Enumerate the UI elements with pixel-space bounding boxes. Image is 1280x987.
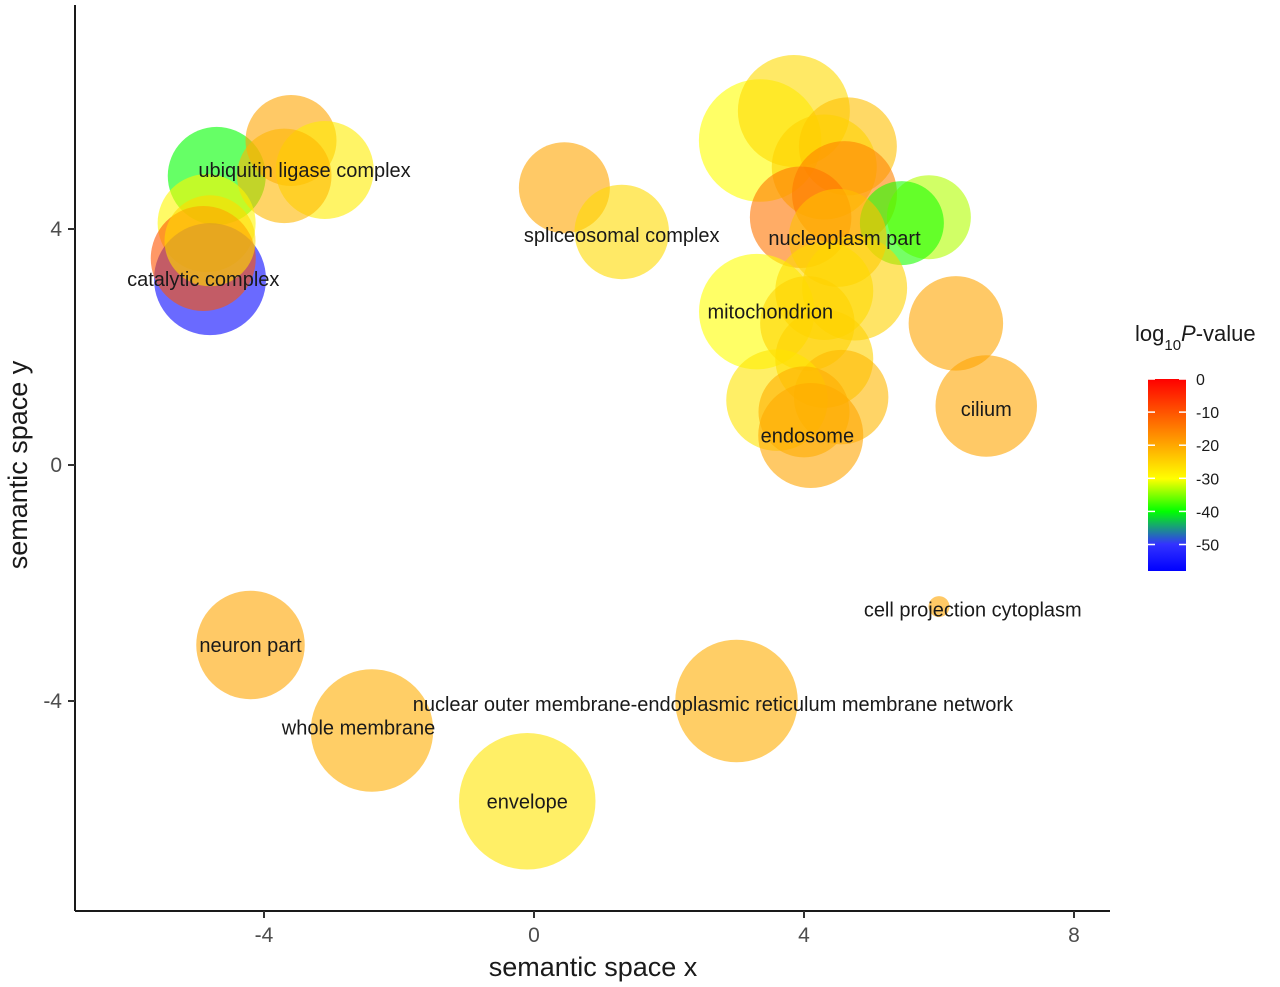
bubble xyxy=(164,195,256,287)
legend-tick-label: -40 xyxy=(1196,504,1219,521)
legend-tick-label: -50 xyxy=(1196,538,1219,555)
bubble xyxy=(237,128,332,224)
bubble xyxy=(574,184,669,280)
x-tick-label: -4 xyxy=(255,924,274,947)
bubble-label: nucleoplasm part xyxy=(768,228,921,250)
bubble-label: whole membrane xyxy=(281,718,435,740)
bubble xyxy=(196,590,305,700)
bubble-label: cilium xyxy=(961,399,1012,421)
legend-tick-label: -10 xyxy=(1196,405,1219,422)
y-tick-label: -4 xyxy=(43,690,62,713)
x-tick-label: 0 xyxy=(528,924,540,947)
bubble-label: cell projection cytoplasm xyxy=(864,600,1082,622)
bubble-label: endosome xyxy=(761,426,854,448)
bubble-label: mitochondrion xyxy=(707,302,833,324)
legend-title-log: log xyxy=(1135,321,1164,346)
legend-title-p: P xyxy=(1181,321,1196,346)
bubble xyxy=(459,733,596,870)
bubble-label: nuclear outer membrane-endoplasmic retic… xyxy=(413,694,1014,716)
bubble-label: spliceosomal complex xyxy=(524,225,720,247)
x-tick-label: 4 xyxy=(798,924,810,947)
axes xyxy=(74,5,1110,912)
legend-title-subscript: 10 xyxy=(1164,337,1181,354)
bubble xyxy=(935,355,1037,457)
legend-tick-label: -30 xyxy=(1196,471,1219,488)
legend-title-suffix: -value xyxy=(1196,321,1256,346)
bubble xyxy=(908,276,1004,371)
bubble xyxy=(928,596,950,618)
y-tick-label: 4 xyxy=(50,218,62,241)
y-axis-title: semantic space y xyxy=(3,360,33,569)
bubble xyxy=(675,639,798,763)
bubble-label: envelope xyxy=(487,791,568,813)
bubble-label: neuron part xyxy=(199,635,302,657)
legend-tick-label: 0 xyxy=(1196,372,1205,389)
x-axis-title: semantic space x xyxy=(489,952,698,982)
legend-tick-label: -20 xyxy=(1196,438,1219,455)
bubble-label: catalytic complex xyxy=(127,269,279,291)
legend-colorbar xyxy=(1148,379,1186,571)
bubble-layer xyxy=(150,55,1037,870)
tick-layer: -4 0 4 8 -4 0 4 xyxy=(43,218,1080,947)
color-legend: log10P-value 0 -10 -20 -30 -40 -50 xyxy=(1135,321,1256,571)
bubble xyxy=(310,669,434,792)
legend-tick-layer: 0 -10 -20 -30 -40 -50 xyxy=(1148,372,1219,555)
y-tick-label: 0 xyxy=(50,454,62,477)
bubble-label: ubiquitin ligase complex xyxy=(198,160,410,182)
x-tick-label: 8 xyxy=(1068,924,1080,947)
bubble xyxy=(758,366,850,458)
legend-title: log10P-value xyxy=(1135,321,1256,354)
bubble-label-layer: ubiquitin ligase complex catalytic comple… xyxy=(127,160,1082,813)
